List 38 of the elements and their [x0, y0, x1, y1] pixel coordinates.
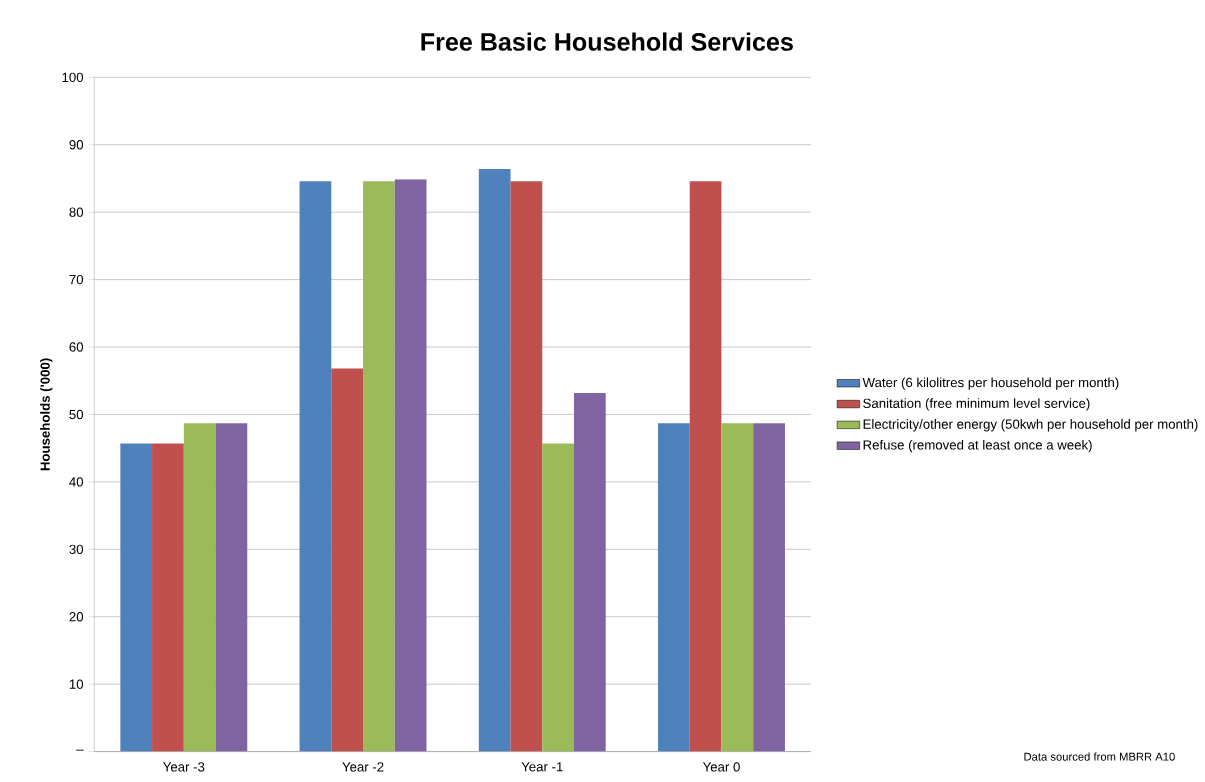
- bar: [183, 423, 216, 752]
- bar: [331, 368, 364, 752]
- legend-label: Water (6 kilolitres per household per month): [862, 377, 1119, 390]
- y-tick-label: 100: [62, 72, 84, 82]
- y-tick-label: –: [76, 749, 84, 751]
- bar: [721, 423, 754, 752]
- x-tick-label: Year -2: [342, 762, 384, 772]
- y-tick-label: 80: [69, 207, 84, 217]
- y-tick-label: 40: [69, 477, 84, 487]
- bar: [394, 178, 427, 752]
- bar: [478, 168, 511, 752]
- bar: [215, 423, 248, 752]
- bar: [152, 443, 184, 752]
- bar: [658, 423, 690, 752]
- bar: [689, 181, 722, 752]
- bar: [120, 443, 153, 752]
- y-axis-title: Households ('000): [40, 358, 53, 471]
- y-tick-label: 90: [69, 139, 84, 150]
- legend-label: Electricity/other energy (50kwh per household per month): [863, 418, 1198, 432]
- y-tick-label: 70: [69, 274, 84, 285]
- bar: [542, 443, 574, 752]
- bar: [753, 423, 785, 752]
- x-tick-label: Year -1: [521, 762, 563, 772]
- legend-label: Refuse (removed at least once a week): [863, 439, 1092, 453]
- text: Data sourced from MBRR A10: [1024, 752, 1175, 761]
- bar: [363, 181, 395, 752]
- bar: [299, 181, 332, 752]
- y-tick-label: 60: [69, 342, 84, 352]
- legend-label: Sanitation (free minimum level service): [863, 398, 1090, 411]
- x-tick-label: Year -3: [163, 762, 205, 772]
- y-tick-label: 20: [69, 611, 84, 622]
- bar: [510, 181, 543, 752]
- bar: [573, 392, 606, 752]
- y-tick-label: 10: [69, 679, 84, 689]
- x-tick-label: Year 0: [702, 762, 740, 772]
- y-tick-label: 30: [69, 544, 84, 554]
- y-tick-label: 50: [69, 409, 84, 419]
- chart-title: Free Basic Household Services: [421, 32, 793, 51]
